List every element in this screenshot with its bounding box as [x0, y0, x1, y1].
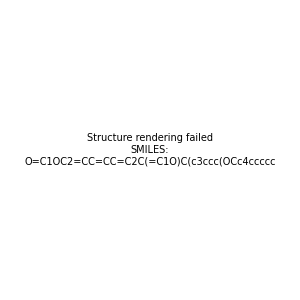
Text: Structure rendering failed
SMILES:
O=C1OC2=CC=CC=C2C(=C1O)C(c3ccc(OCc4ccccc: Structure rendering failed SMILES: O=C1O… [24, 134, 276, 166]
